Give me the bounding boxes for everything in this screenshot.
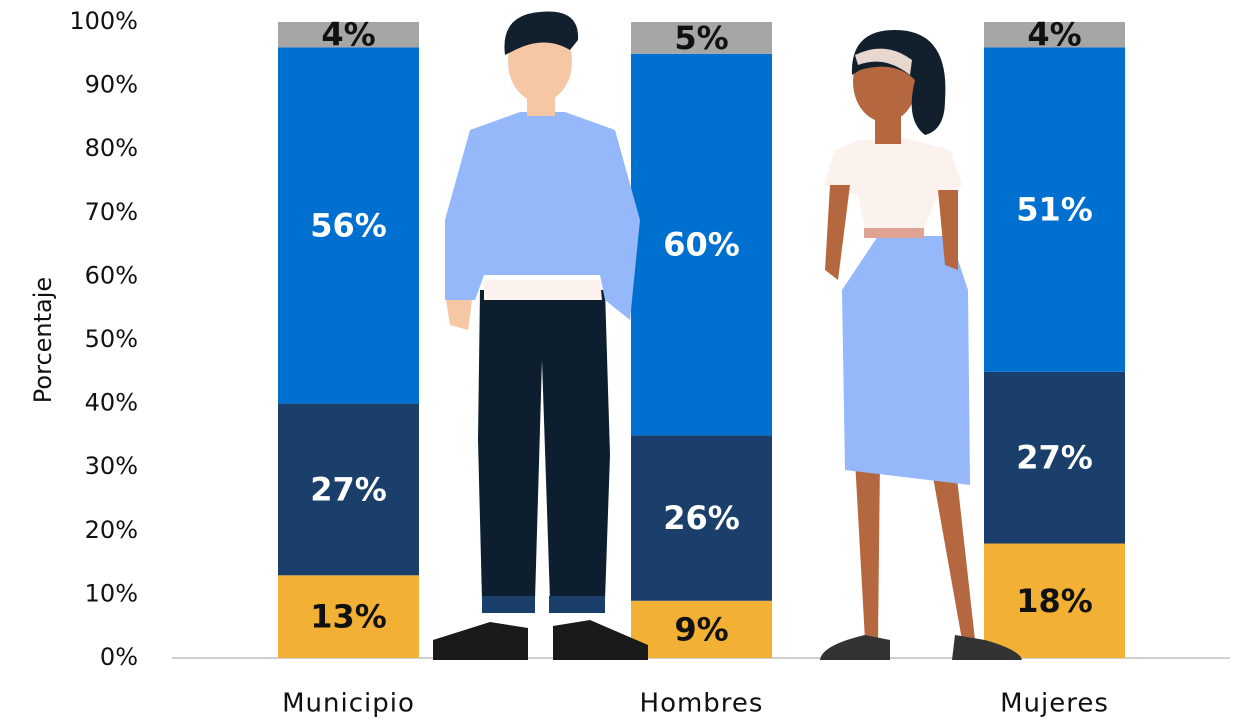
data-label: 27% bbox=[1016, 439, 1093, 477]
man-illustration bbox=[433, 11, 648, 660]
data-label: 56% bbox=[310, 207, 387, 245]
bar-segment bbox=[631, 53, 772, 436]
bar-segment bbox=[278, 575, 419, 658]
y-tick-label: 0% bbox=[100, 643, 138, 671]
x-tick-label: Municipio bbox=[282, 689, 415, 719]
y-tick-label: 50% bbox=[85, 325, 138, 353]
y-axis-label: Porcentaje bbox=[29, 277, 57, 403]
data-label: 18% bbox=[1016, 582, 1093, 620]
bar-segment bbox=[631, 435, 772, 601]
y-tick-label: 70% bbox=[85, 198, 138, 226]
bar-segment bbox=[984, 371, 1125, 544]
data-label: 60% bbox=[663, 226, 740, 264]
y-tick-label: 100% bbox=[69, 7, 138, 35]
y-tick-label: 20% bbox=[85, 516, 138, 544]
x-tick-label: Hombres bbox=[640, 689, 764, 719]
data-label: 4% bbox=[1027, 16, 1081, 54]
data-label: 9% bbox=[674, 610, 728, 648]
data-label: 27% bbox=[310, 470, 387, 508]
bar-segment bbox=[984, 543, 1125, 658]
y-tick-label: 10% bbox=[85, 579, 138, 607]
data-label: 5% bbox=[674, 19, 728, 57]
woman-illustration bbox=[820, 30, 1022, 660]
bar-segment bbox=[278, 403, 419, 576]
labels: 13% 27% 56% 4% 9% 26% 60% 5% 18% 27% 51% 4% bbox=[310, 16, 1093, 649]
y-tick-label: 30% bbox=[85, 452, 138, 480]
x-tick-label: Mujeres bbox=[1000, 689, 1109, 719]
data-label: 51% bbox=[1016, 191, 1093, 229]
bar-segment bbox=[631, 600, 772, 658]
y-tick-label: 40% bbox=[85, 389, 138, 417]
bar-segment bbox=[984, 47, 1125, 372]
data-label: 4% bbox=[321, 16, 375, 54]
bar-segment bbox=[278, 47, 419, 404]
y-tick-label: 80% bbox=[85, 134, 138, 162]
data-label: 26% bbox=[663, 499, 740, 537]
bar-segment bbox=[278, 22, 419, 48]
data-label: 13% bbox=[310, 598, 387, 636]
bars bbox=[278, 22, 1125, 658]
y-tick-label: 60% bbox=[85, 261, 138, 289]
y-tick-label: 90% bbox=[85, 71, 138, 99]
bar-segment bbox=[631, 22, 772, 54]
bar-segment bbox=[984, 22, 1125, 48]
